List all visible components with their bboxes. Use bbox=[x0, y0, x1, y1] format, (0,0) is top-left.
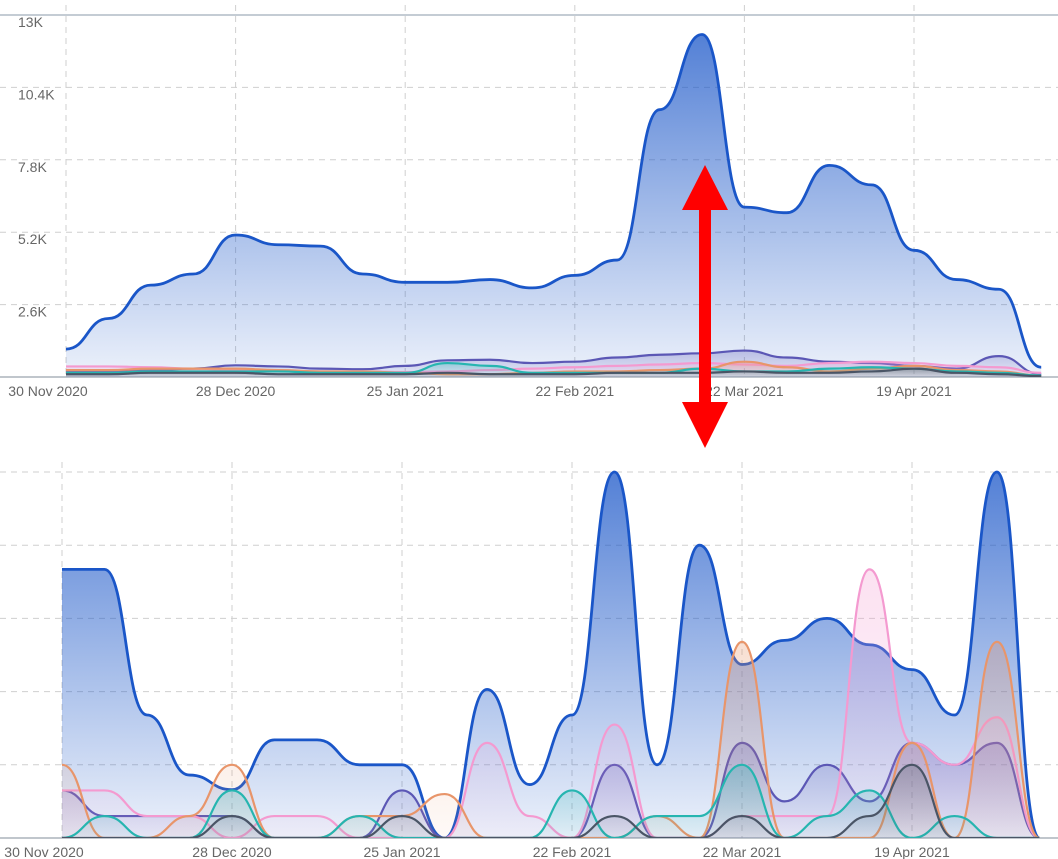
y-tick-label: 13K bbox=[18, 14, 44, 30]
x-tick-label: 30 Nov 2020 bbox=[4, 844, 84, 859]
x-tick-label: 22 Mar 2021 bbox=[703, 844, 782, 859]
y-tick-label: 7.8K bbox=[18, 159, 47, 175]
area-line bbox=[66, 361, 1042, 377]
x-tick-label: 22 Feb 2021 bbox=[535, 383, 614, 399]
x-tick-label: 28 Dec 2020 bbox=[196, 383, 276, 399]
area-line bbox=[66, 367, 1042, 377]
arrow-head-down bbox=[682, 402, 728, 448]
arrow-head-up bbox=[682, 165, 728, 210]
chart: 30 Nov 2020 28 Dec 2020 25 Jan 2021 22 Feb … bbox=[0, 462, 1058, 859]
x-tick-label: 30 Nov 2020 bbox=[8, 383, 88, 399]
x-tick-label: 25 Jan 2021 bbox=[363, 844, 440, 859]
area-line bbox=[61, 470, 1041, 838]
area-fill bbox=[62, 569, 1040, 838]
x-tick-label: 22 Feb 2021 bbox=[533, 844, 612, 859]
y-tick-label: 10.4K bbox=[18, 86, 55, 102]
charts: 2.6K 5.2K 7.8K 10.4K 13K 30 Nov 2020 28 Dec 20… bbox=[0, 5, 1058, 859]
x-tick-label: 28 Dec 2020 bbox=[192, 844, 272, 859]
area-line bbox=[61, 640, 1041, 838]
area-fill bbox=[62, 472, 1040, 838]
x-tick-label: 19 Apr 2021 bbox=[874, 844, 950, 859]
y-tick-label: 2.6K bbox=[18, 304, 47, 320]
x-tick-label: 22 Mar 2021 bbox=[705, 383, 784, 399]
annotation-arrow bbox=[682, 165, 728, 448]
area-line bbox=[62, 763, 1040, 838]
area-fill bbox=[62, 764, 1040, 838]
area-fill bbox=[62, 742, 1040, 838]
chart: 2.6K 5.2K 7.8K 10.4K 13K 30 Nov 2020 28 Dec 20… bbox=[0, 5, 1058, 399]
area-line bbox=[61, 763, 1040, 838]
area-fill bbox=[66, 34, 1042, 377]
x-tick-label: 19 Apr 2021 bbox=[876, 383, 952, 399]
area-line bbox=[65, 33, 1042, 369]
y-tick-label: 5.2K bbox=[18, 231, 47, 247]
x-tick-label: 25 Jan 2021 bbox=[367, 383, 444, 399]
